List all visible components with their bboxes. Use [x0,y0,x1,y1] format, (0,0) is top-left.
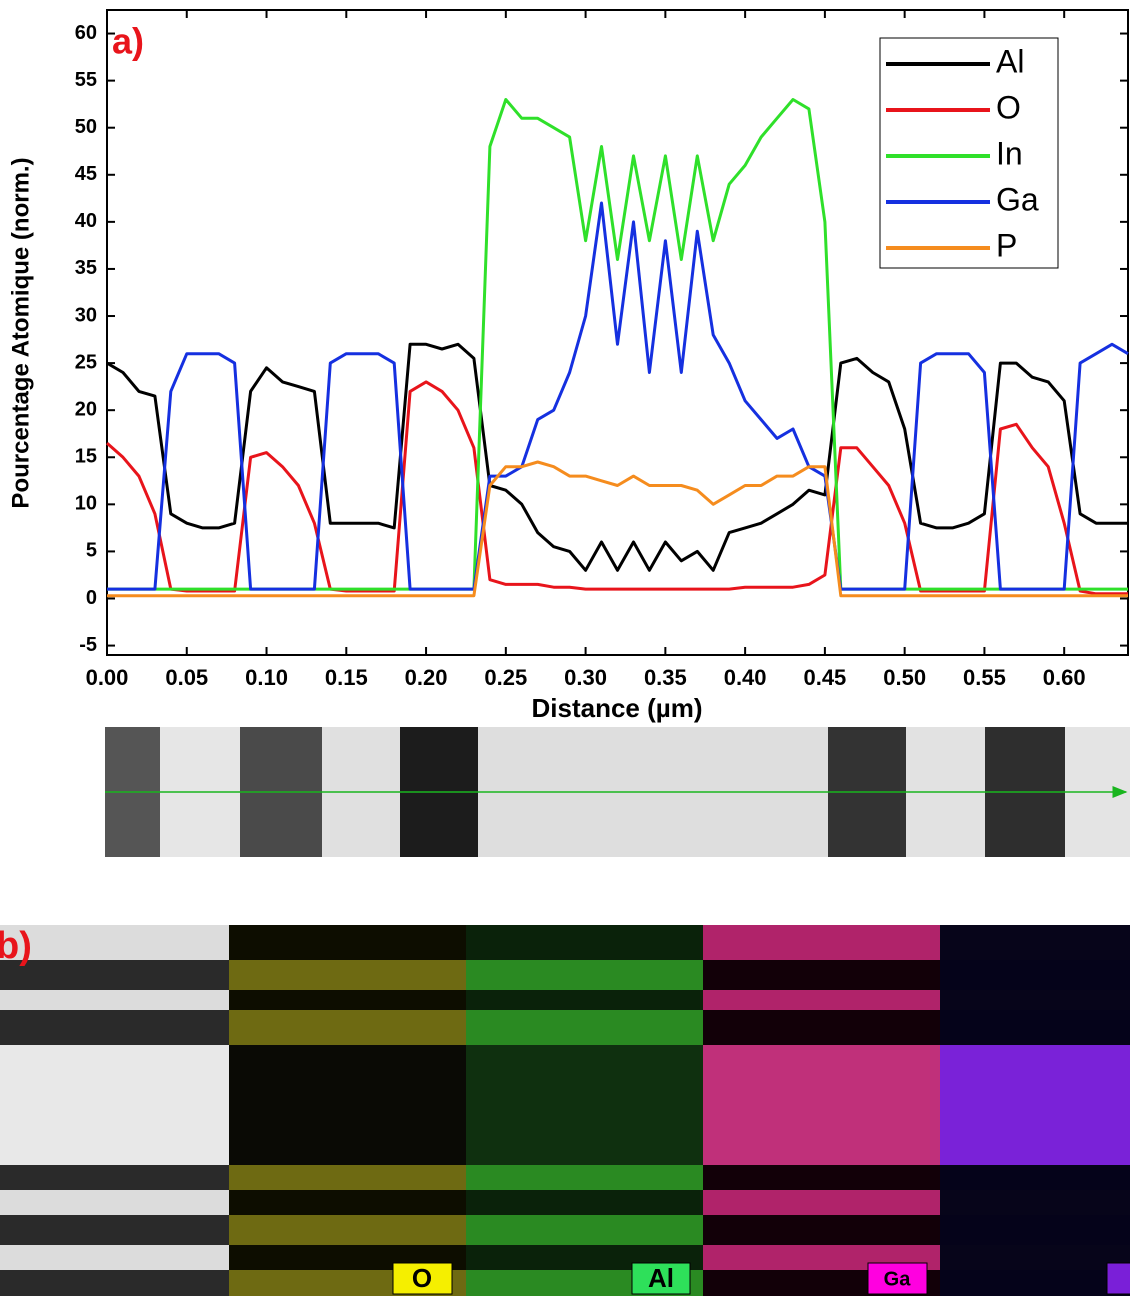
map-band [229,1165,466,1190]
series-line [107,201,1129,591]
plot-frame [106,9,1129,656]
legend-label: Ga [996,181,1039,217]
map-band [940,1270,1130,1296]
y-tick-label: 50 [75,116,97,138]
map-band [229,1215,466,1245]
map-band [703,1165,940,1190]
map-label: O [412,1263,432,1293]
map-labels: O Al Ga [392,1262,1130,1295]
map-band [466,1165,703,1190]
map-band [703,960,940,990]
map-band [466,960,703,990]
y-tick-label: -5 [79,634,97,656]
map-band [940,925,1130,960]
series-line [106,342,1128,572]
map-band [940,1190,1130,1215]
map-band [466,1045,703,1165]
map-band [940,1245,1130,1270]
map-band [0,990,229,1010]
map-band [466,925,703,960]
legend-label: O [996,89,1021,125]
y-axis-label: Pourcentage Atomique (norm.) [7,157,34,508]
map-band [703,1215,940,1245]
legend-box [879,37,1059,269]
y-tick-label: 55 [75,69,97,91]
x-tick-label: 0.30 [564,665,607,690]
map-band [703,1190,940,1215]
x-tick-label: 0.60 [1043,665,1086,690]
series-line [106,380,1128,596]
map-band [0,1245,229,1270]
map-band [0,1010,229,1045]
map-label: Ga [884,1268,912,1290]
map-band [0,1215,229,1245]
x-tick-label: 0.45 [803,665,846,690]
map-band [940,990,1130,1010]
map-band [940,1215,1130,1245]
map-band [229,990,466,1010]
map-label: Al [648,1263,674,1293]
x-tick-label: 0.05 [165,665,208,690]
map-band [703,1045,940,1165]
y-tick-label: 0 [86,587,97,609]
y-tick-label: 45 [75,163,97,185]
map-band [940,960,1130,990]
x-axis-label: Distance (µm) [531,693,702,723]
x-tick-label: 0.15 [325,665,368,690]
legend-label: P [996,227,1017,263]
y-tick-label: 10 [75,493,97,515]
x-tick-label: 0.20 [405,665,448,690]
map-band [466,990,703,1010]
map-band [940,1165,1130,1190]
x-tick-label: 0.10 [245,665,288,690]
y-tick-label: 30 [75,304,97,326]
y-tick-label: 60 [75,22,97,44]
map-band [703,925,940,960]
map-band [229,1190,466,1215]
y-tick-label: 40 [75,210,97,232]
x-tick-label: 0.50 [883,665,926,690]
map-band [940,1045,1130,1165]
map-band [0,960,229,990]
x-tick-label: 0.35 [644,665,687,690]
map-band [0,1045,229,1165]
map-band [0,1270,229,1296]
y-tick-label: 25 [75,351,97,373]
map-band [466,1010,703,1045]
eds-maps [0,925,1130,1296]
legend-label: Al [996,43,1024,79]
map-band [229,960,466,990]
y-tick-label: 20 [75,398,97,420]
x-tick-label: 0.25 [484,665,527,690]
x-tick-label: 0.55 [963,665,1006,690]
map-band [466,1215,703,1245]
map-band [229,1010,466,1045]
x-tick-label: 0.00 [86,665,129,690]
map-band [466,1190,703,1215]
series-line [107,460,1128,598]
legend-label: In [996,135,1023,171]
y-tick-label: 5 [86,540,97,562]
map-band [703,1010,940,1045]
map-band [0,1165,229,1190]
map-band [0,925,229,960]
panel-label: a) [112,21,144,62]
x-tick-label: 0.40 [724,665,767,690]
panel-label: b) [0,925,32,967]
map-band [0,1190,229,1215]
y-tick-label: 15 [75,446,97,468]
map-band [229,1045,466,1165]
haadf-strip [105,727,1130,857]
map-band [703,990,940,1010]
map-band [229,925,466,960]
map-band [940,1010,1130,1045]
y-tick-label: 35 [75,257,97,279]
